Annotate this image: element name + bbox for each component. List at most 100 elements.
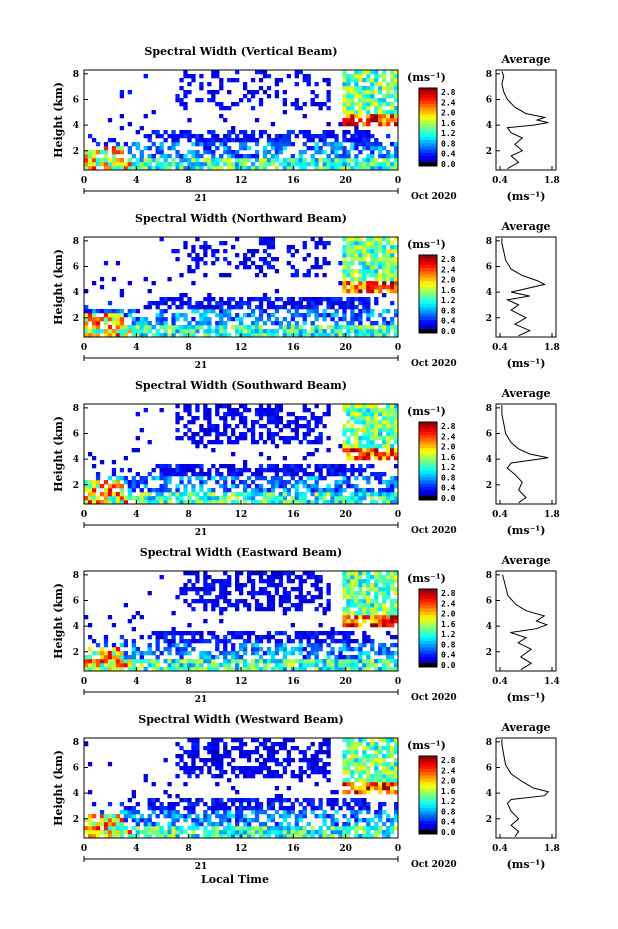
heatmap-cell bbox=[346, 468, 351, 473]
heatmap-cell bbox=[358, 118, 363, 123]
heatmap-cell bbox=[215, 146, 220, 151]
heatmap-cell bbox=[358, 70, 363, 75]
heatmap-cell bbox=[326, 667, 331, 672]
heatmap-cell bbox=[175, 317, 180, 322]
heatmap-cell bbox=[286, 420, 291, 425]
heatmap-cell bbox=[242, 86, 248, 91]
heatmap-cell bbox=[290, 428, 295, 433]
colorbar-swatch bbox=[419, 480, 437, 485]
heatmap-cell bbox=[171, 325, 176, 330]
heatmap-cell bbox=[266, 651, 272, 656]
heatmap-cell bbox=[274, 639, 280, 644]
heatmap-cell bbox=[127, 325, 132, 330]
heatmap-cell bbox=[370, 404, 375, 409]
x-tick-label: 20 bbox=[339, 176, 352, 186]
heatmap-cell bbox=[294, 659, 299, 664]
heatmap-cell bbox=[342, 130, 347, 135]
heatmap-cell bbox=[354, 834, 359, 839]
heatmap-cell bbox=[278, 428, 284, 433]
heatmap-cell bbox=[326, 492, 331, 497]
heatmap-cell bbox=[362, 424, 367, 429]
heatmap-cell bbox=[91, 814, 97, 819]
heatmap-cell bbox=[231, 643, 236, 648]
heatmap-cell bbox=[298, 575, 303, 580]
heatmap-cell bbox=[342, 476, 347, 481]
heatmap-cell bbox=[382, 587, 387, 592]
heatmap-cell bbox=[354, 249, 359, 254]
heatmap-cell bbox=[286, 480, 291, 485]
heatmap-cell bbox=[258, 766, 264, 771]
colorbar-swatch bbox=[419, 778, 437, 783]
heatmap-cell bbox=[318, 496, 323, 501]
heatmap-cell bbox=[338, 651, 343, 656]
heatmap-cell bbox=[115, 492, 121, 497]
heatmap-cell bbox=[358, 472, 363, 477]
heatmap-cell bbox=[127, 468, 132, 473]
heatmap-cell bbox=[242, 404, 248, 409]
heatmap-cell bbox=[286, 297, 291, 302]
heatmap-cell bbox=[354, 456, 359, 461]
heatmap-cell bbox=[266, 488, 272, 493]
heatmap-cell bbox=[187, 587, 192, 592]
heatmap-cell bbox=[135, 802, 140, 807]
heatmap-cell bbox=[370, 90, 375, 95]
heatmap-cell bbox=[239, 321, 244, 326]
heatmap-cell bbox=[350, 285, 355, 290]
heatmap-cell bbox=[203, 432, 208, 437]
heatmap-cell bbox=[274, 826, 280, 831]
heatmap-cell bbox=[334, 822, 339, 827]
heatmap-cell bbox=[366, 635, 371, 640]
heatmap-cell bbox=[322, 309, 327, 314]
heatmap-cell bbox=[262, 834, 268, 839]
heatmap-cell bbox=[250, 249, 256, 254]
heatmap-cell bbox=[302, 810, 307, 815]
average-y-tick-label: 2 bbox=[486, 147, 492, 157]
heatmap-cell bbox=[298, 106, 303, 111]
heatmap-cell bbox=[203, 814, 208, 819]
heatmap-cell bbox=[195, 587, 200, 592]
heatmap-cell bbox=[155, 655, 160, 660]
x-tick-label: 0 bbox=[81, 176, 87, 186]
heatmap-cell bbox=[370, 774, 375, 779]
heatmap-cell bbox=[231, 126, 236, 131]
heatmap-cell bbox=[350, 301, 355, 306]
heatmap-cell bbox=[199, 639, 204, 644]
heatmap-cell bbox=[378, 333, 383, 338]
y-tick-label: 4 bbox=[73, 622, 79, 632]
heatmap-cell bbox=[294, 798, 299, 803]
heatmap-cell bbox=[91, 500, 97, 505]
heatmap-cell bbox=[131, 627, 136, 632]
heatmap-cell bbox=[318, 830, 323, 835]
heatmap-cell bbox=[382, 245, 387, 250]
heatmap-cell bbox=[187, 770, 192, 775]
heatmap-cell bbox=[350, 464, 355, 469]
heatmap-cell bbox=[131, 826, 136, 831]
heatmap-cell bbox=[322, 102, 327, 107]
heatmap-cell bbox=[342, 138, 347, 143]
heatmap-cell bbox=[350, 428, 355, 433]
heatmap-cell bbox=[294, 301, 299, 306]
colorbar-swatch bbox=[419, 110, 437, 115]
heatmap-cell bbox=[139, 126, 144, 131]
heatmap-cell bbox=[227, 488, 232, 493]
heatmap-cell bbox=[183, 659, 188, 664]
heatmap-cell bbox=[342, 639, 347, 644]
heatmap-cell bbox=[183, 329, 188, 334]
heatmap-cell bbox=[95, 162, 101, 167]
heatmap-cell bbox=[127, 90, 132, 95]
heatmap-cell bbox=[354, 313, 359, 318]
heatmap-cell bbox=[366, 146, 371, 151]
heatmap-cell bbox=[231, 492, 236, 497]
heatmap-cell bbox=[155, 647, 160, 652]
heatmap-cell bbox=[302, 480, 307, 485]
heatmap-cell bbox=[242, 94, 248, 99]
heatmap-cell bbox=[223, 162, 228, 167]
heatmap-cell bbox=[227, 150, 232, 155]
heatmap-cell bbox=[258, 571, 264, 576]
heatmap-cell bbox=[374, 659, 379, 664]
heatmap-cell bbox=[242, 834, 248, 839]
heatmap-cell bbox=[258, 639, 264, 644]
heatmap-cell bbox=[318, 750, 323, 755]
heatmap-cell bbox=[350, 468, 355, 473]
heatmap-cell bbox=[270, 742, 276, 747]
